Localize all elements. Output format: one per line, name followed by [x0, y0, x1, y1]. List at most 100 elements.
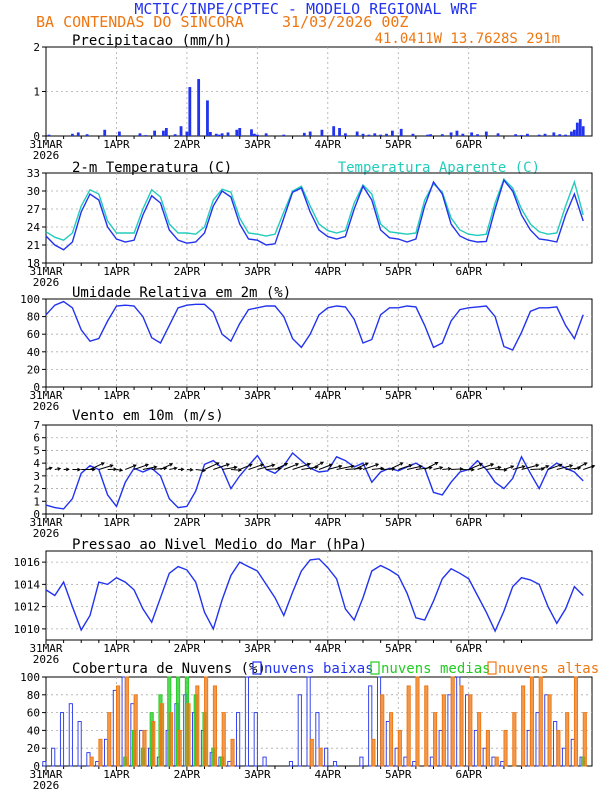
wind-arrow	[125, 464, 137, 470]
temp-line-0	[45, 178, 584, 251]
precip-bar	[543, 133, 547, 136]
pres-frame	[45, 550, 593, 641]
temp-line-1	[45, 177, 584, 241]
rh-xtick-label: 3APR	[244, 389, 271, 402]
precip-bar	[253, 133, 256, 136]
temp-xtick-label: 5APR	[385, 265, 412, 278]
cloud-bar-nuvens-altas	[230, 738, 235, 767]
wind-arrow-head	[48, 466, 53, 471]
precip-bar	[282, 134, 286, 136]
wind-arrow	[213, 463, 230, 470]
wind-arrow-head	[408, 463, 413, 468]
wind-arrow-head	[144, 463, 150, 468]
precip-bar	[117, 131, 121, 136]
wind-arrow	[98, 464, 113, 470]
wind-arrow-head	[545, 465, 550, 469]
wind-arrow-head	[225, 463, 231, 467]
precip-bar	[526, 133, 529, 136]
cloud-bar-nuvens-baixas	[297, 694, 302, 767]
cloud-bar-nuvens-baixas	[394, 747, 399, 767]
legend-high-clouds: nuvens altas	[498, 661, 599, 677]
rh-ytick-label: 20	[27, 363, 40, 376]
precip-xtick-label: 31MAR	[29, 138, 62, 151]
wind-arrow	[318, 464, 333, 470]
wind-arrow	[345, 467, 363, 470]
wind-arrow	[406, 465, 422, 470]
wind-arrow	[468, 463, 483, 470]
wind-arrow-head	[113, 467, 118, 472]
cloud-bar-nuvens-altas	[547, 694, 552, 767]
wind-arrow	[142, 466, 157, 470]
temp-ytick-label: 24	[27, 221, 41, 234]
precip-bar	[572, 129, 576, 136]
wind-arrow-head	[295, 463, 300, 467]
precip-bar	[217, 134, 221, 136]
wind-arrow	[89, 462, 105, 470]
precip-bar	[197, 79, 201, 136]
precip-bar	[484, 131, 488, 136]
wind-arrow-head	[271, 463, 276, 468]
precip-bar	[188, 87, 192, 136]
wind-arrow-head	[490, 463, 495, 467]
wind-arrow-head	[233, 465, 238, 470]
precip-xtick-label: 4APR	[315, 138, 342, 151]
wind-arrow	[301, 466, 318, 470]
clouds-xtick-label: 31MAR	[29, 768, 62, 781]
header-run: 31/03/2026 00Z	[282, 13, 408, 31]
cloud-bar-nuvens-baixas	[570, 738, 575, 767]
wind-arrow-head	[418, 464, 423, 469]
precip-ytick-label: 0	[33, 130, 40, 143]
clouds-ytick-label: 20	[27, 742, 40, 755]
rh-ytick-label: 0	[33, 381, 40, 394]
precip-ytick-label: 2	[33, 41, 40, 54]
rh-ytick-label: 100	[20, 293, 40, 306]
precip-bar	[564, 134, 567, 136]
cloud-bar-nuvens-altas	[371, 738, 376, 767]
cloud-bar-nuvens-baixas	[262, 756, 267, 767]
precip-bar	[552, 132, 556, 136]
wind-arrow	[389, 462, 403, 470]
wind-arrow	[433, 466, 443, 470]
precip-bar	[214, 133, 218, 136]
precip-bar	[338, 127, 341, 136]
wind-arrow-head	[77, 467, 82, 472]
pres-title: Pressao ao Nivel Medio do Mar (hPa)	[72, 537, 367, 553]
wind-arrow-head	[583, 462, 588, 466]
wind-arrow-head	[375, 463, 380, 467]
temp-xtick-label: 6APR	[455, 265, 482, 278]
precip-bar	[440, 134, 444, 136]
precip-bar	[85, 134, 89, 136]
cloud-bar-nuvens-altas	[441, 694, 446, 767]
wind-arrow-head	[100, 462, 105, 466]
temp-ytick-label: 30	[27, 185, 40, 198]
rh-xtick-label: 6APR	[455, 389, 482, 402]
wind-arrow-head	[173, 466, 178, 471]
precip-bar	[514, 134, 518, 136]
wind-arrow	[583, 465, 595, 470]
wind-arrow-head	[132, 464, 137, 468]
temp-ytick-label: 33	[27, 167, 40, 180]
cloud-bar-nuvens-altas	[186, 703, 191, 767]
wind-arrow	[503, 465, 514, 470]
wind-arrow	[336, 465, 354, 470]
rh-xtick-label: 4APR	[315, 389, 342, 402]
wind-arrow-head	[320, 461, 324, 466]
cloud-bar-nuvens-altas	[107, 712, 112, 767]
wind-arrow-head	[119, 468, 124, 472]
precip-bar	[103, 129, 107, 136]
wind-xtick-label: 2APR	[174, 516, 201, 529]
precip-bar	[373, 133, 377, 136]
temp-frame	[45, 172, 593, 264]
clouds-ytick-label: 40	[27, 724, 40, 737]
wind-arrow-head	[307, 462, 312, 467]
cloud-bar-nuvens-baixas	[315, 712, 320, 767]
temp-xtick-label: 31MAR	[29, 265, 62, 278]
cloud-bar-nuvens-baixas	[253, 712, 258, 767]
cloud-bar-nuvens-baixas	[456, 676, 461, 767]
wind-ytick-label: 3	[33, 470, 40, 483]
cloud-bar-nuvens-altas	[450, 676, 455, 767]
